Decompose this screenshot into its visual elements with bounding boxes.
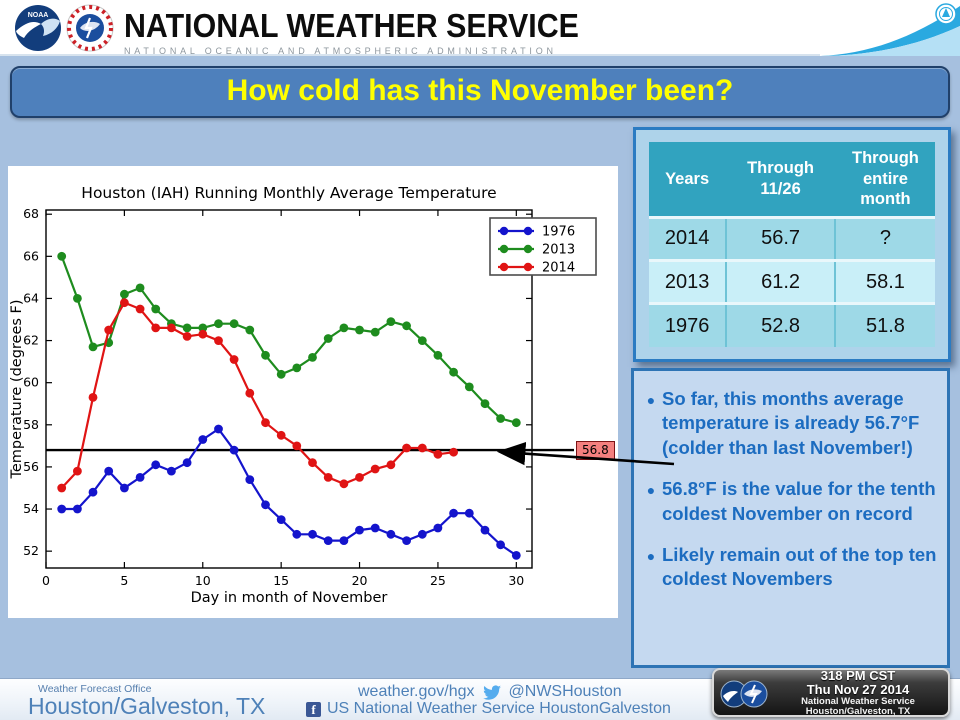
svg-text:54: 54: [23, 501, 39, 516]
svg-text:5: 5: [120, 573, 128, 588]
website-link[interactable]: weather.gov/hgx: [358, 683, 475, 700]
bullet-dot: ●: [646, 392, 656, 408]
cell-year: 2014: [649, 215, 727, 261]
reference-value-label: 56.8: [576, 441, 615, 460]
bullet-list: ● So far, this months average temperature…: [640, 387, 941, 592]
header-title: NATIONAL WEATHER SERVICE: [124, 7, 579, 44]
svg-text:2013: 2013: [542, 243, 575, 258]
svg-text:20: 20: [352, 573, 368, 588]
noaa-logo: NOAA: [15, 5, 61, 51]
table-row: 2014 56.7 ?: [649, 215, 935, 261]
temperature-stats-table: Years Through 11/26 Through entire month…: [649, 142, 935, 347]
svg-text:62: 62: [23, 333, 39, 348]
slide-title: How cold has this November been?: [226, 74, 734, 107]
timestamp-org: National Weather Service: [801, 695, 915, 707]
header-subtitle: NATIONAL OCEANIC AND ATMOSPHERIC ADMINIS…: [124, 46, 557, 56]
timestamp-location: Houston/Galveston, TX: [805, 705, 911, 717]
column-header-through-1126: Through 11/26: [725, 142, 835, 218]
facebook-page-link[interactable]: US National Weather Service HoustonGalve…: [327, 700, 671, 717]
datetime-text-block: 318 PM CST Thu Nov 27 2014 National Weat…: [772, 667, 948, 717]
bullet-dot: ●: [646, 548, 656, 565]
svg-text:2014: 2014: [542, 261, 575, 276]
cell-through: 52.8: [725, 302, 835, 347]
header-text-block: NATIONAL WEATHER SERVICE NATIONAL OCEANI…: [124, 7, 618, 56]
datetime-logos: [714, 670, 772, 715]
svg-text:0: 0: [42, 573, 50, 588]
svg-text:Houston (IAH) Running Monthly: Houston (IAH) Running Monthly Average Te…: [81, 184, 496, 202]
bullet-item: ● So far, this months average temperature…: [640, 387, 941, 460]
footer-facebook-line: f US National Weather Service HoustonGal…: [306, 700, 671, 718]
bullet-item: ● 56.8°F is the value for the tenth colde…: [640, 477, 941, 526]
cell-month: 58.1: [833, 259, 935, 304]
office-label: Weather Forecast Office: [38, 683, 152, 695]
timestamp-date: Thu Nov 27 2014: [806, 681, 910, 697]
cell-year: 2013: [649, 259, 727, 304]
bullet-text: 56.8°F is the value for the tenth coldes…: [662, 478, 936, 524]
svg-text:10: 10: [195, 573, 211, 588]
datetime-stamp-box: 318 PM CST Thu Nov 27 2014 National Weat…: [712, 668, 950, 717]
cell-month: ?: [833, 215, 935, 261]
doc-seal-icon: [935, 3, 957, 25]
svg-text:60: 60: [23, 375, 39, 390]
svg-text:15: 15: [273, 573, 289, 588]
column-header-years: Years: [649, 142, 727, 218]
temperature-chart-panel: 0 5 10 15 20 25 30 52 54 56 58 60 62 64 66 68 1976 2013 20…: [8, 166, 618, 618]
column-header-entire-month: Through entire month: [833, 142, 935, 218]
footer-web-line: weather.gov/hgx @NWSHouston: [358, 683, 622, 701]
svg-text:58: 58: [23, 417, 39, 432]
bullet-dot: ●: [646, 482, 656, 499]
table-row: 1976 52.8 51.8: [649, 302, 935, 347]
cell-month: 51.8: [833, 302, 935, 347]
twitter-handle-link[interactable]: @NWSHouston: [508, 683, 622, 700]
summary-bullets-panel: ● So far, this months average temperature…: [631, 368, 950, 668]
office-name: Houston/Galveston, TX: [28, 693, 266, 719]
nws-logo: [66, 4, 114, 52]
temperature-stats-panel: Years Through 11/26 Through entire month…: [633, 127, 951, 362]
svg-text:66: 66: [23, 248, 39, 263]
bullet-text: So far, this months average temperature …: [662, 388, 920, 458]
svg-text:Temperature (degrees F): Temperature (degrees F): [9, 299, 25, 479]
svg-text:52: 52: [23, 543, 39, 558]
timestamp-time: 318 PM CST: [820, 667, 896, 683]
table-row: 2013 61.2 58.1: [649, 259, 935, 304]
svg-text:25: 25: [430, 573, 446, 588]
svg-text:68: 68: [23, 206, 39, 221]
twitter-icon: [482, 684, 501, 700]
facebook-icon: f: [306, 701, 321, 717]
header-bar: NOAA NATIONAL WEATHER SERVICE NATIONAL O…: [0, 0, 960, 56]
table-header-row: Years Through 11/26 Through entire month: [649, 142, 935, 218]
svg-text:1976: 1976: [542, 225, 575, 240]
svg-text:64: 64: [23, 290, 39, 305]
cell-through: 56.7: [725, 215, 835, 261]
svg-text:30: 30: [508, 573, 524, 588]
slide-title-banner: How cold has this November been?: [10, 66, 950, 118]
svg-text:Day in month of November: Day in month of November: [191, 590, 388, 606]
temperature-line-chart: 0 5 10 15 20 25 30 52 54 56 58 60 62 64 66 68 1976 2013 20…: [9, 184, 597, 606]
svg-text:NOAA: NOAA: [28, 12, 49, 19]
svg-text:56: 56: [23, 459, 39, 474]
header-swoosh-graphic: [820, 0, 960, 56]
cell-through: 61.2: [725, 259, 835, 304]
bullet-item: ● Likely remain out of the top ten coldes…: [640, 543, 941, 592]
cell-year: 1976: [649, 302, 727, 347]
mini-noaa-nws-logos: [720, 680, 768, 708]
bullet-text: Likely remain out of the top ten coldest…: [662, 544, 937, 590]
